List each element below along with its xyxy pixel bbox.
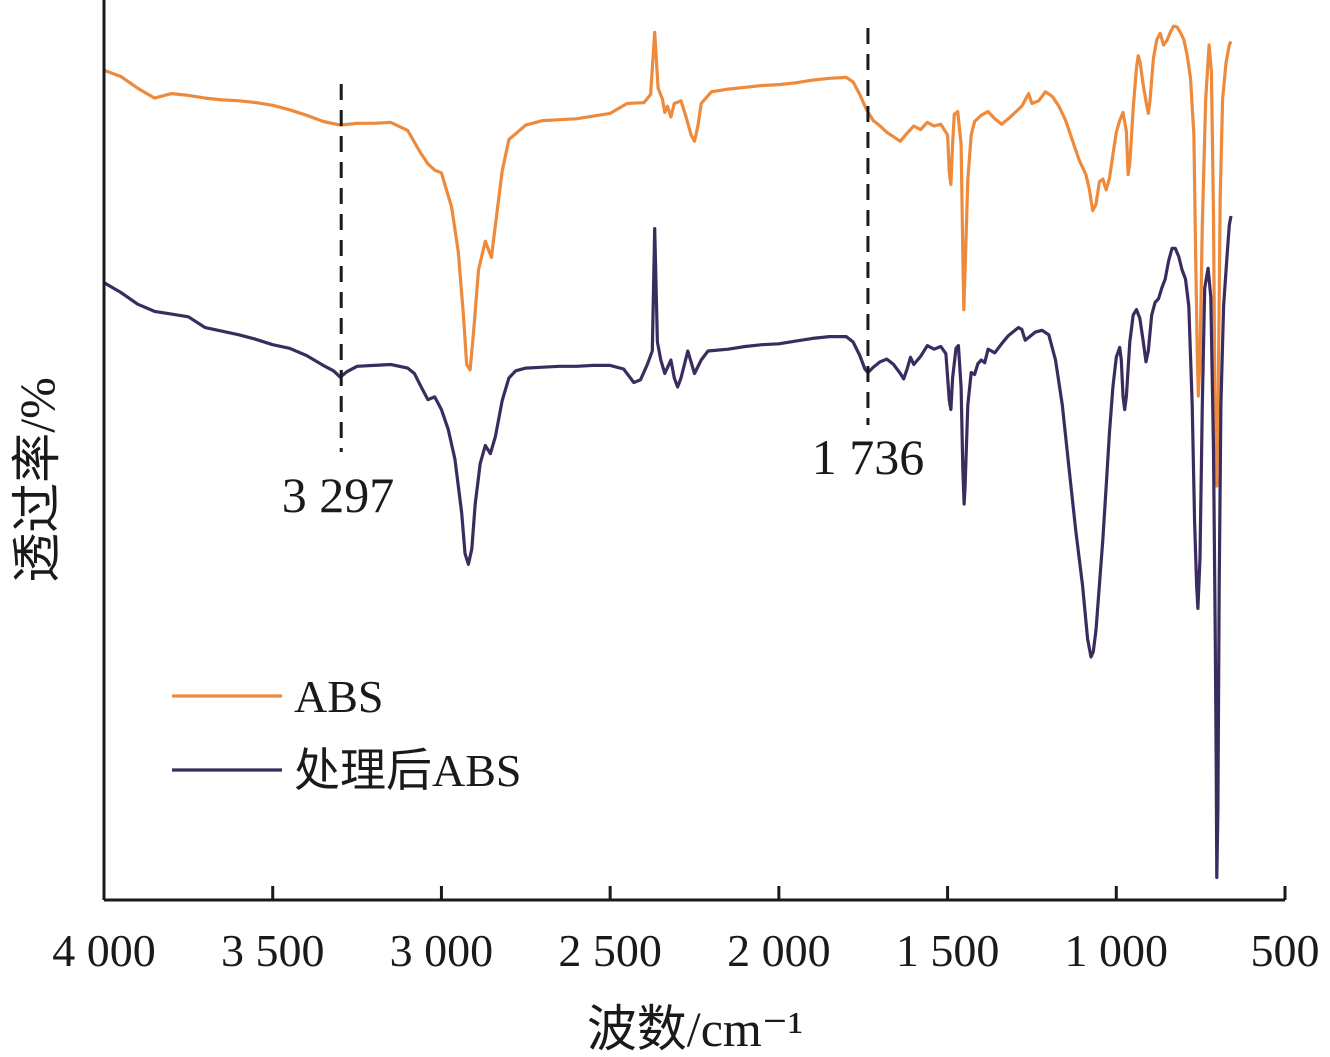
x-tick-label: 500 xyxy=(1251,925,1320,976)
x-tick-label: 1 000 xyxy=(1065,925,1169,976)
axes xyxy=(102,0,1285,902)
x-tick-label: 2 000 xyxy=(727,925,831,976)
x-tick-labels: 4 000 3 500 3 000 2 500 2 000 1 500 1 000 500 xyxy=(52,886,1320,976)
legend-label: ABS xyxy=(294,671,383,722)
legend: ABS 处理后ABS xyxy=(172,671,521,796)
x-tick-label: 3 000 xyxy=(390,925,494,976)
x-tick-label: 4 000 xyxy=(52,925,156,976)
series-line-1 xyxy=(103,24,1233,488)
annotation-label: 3 297 xyxy=(282,467,395,523)
annotations: 3 297 1 736 xyxy=(282,28,925,523)
legend-label: 处理后ABS xyxy=(294,745,521,796)
y-axis-title: 透过率/% xyxy=(9,377,65,583)
series-line-2 xyxy=(103,215,1233,880)
x-axis-title: 波数/cm⁻¹ xyxy=(587,1001,803,1057)
x-tick-label: 1 500 xyxy=(896,925,1000,976)
plot-area xyxy=(103,24,1233,880)
x-tick-label: 2 500 xyxy=(558,925,662,976)
x-tick-label: 3 500 xyxy=(221,925,325,976)
annotation-label: 1 736 xyxy=(812,429,925,485)
